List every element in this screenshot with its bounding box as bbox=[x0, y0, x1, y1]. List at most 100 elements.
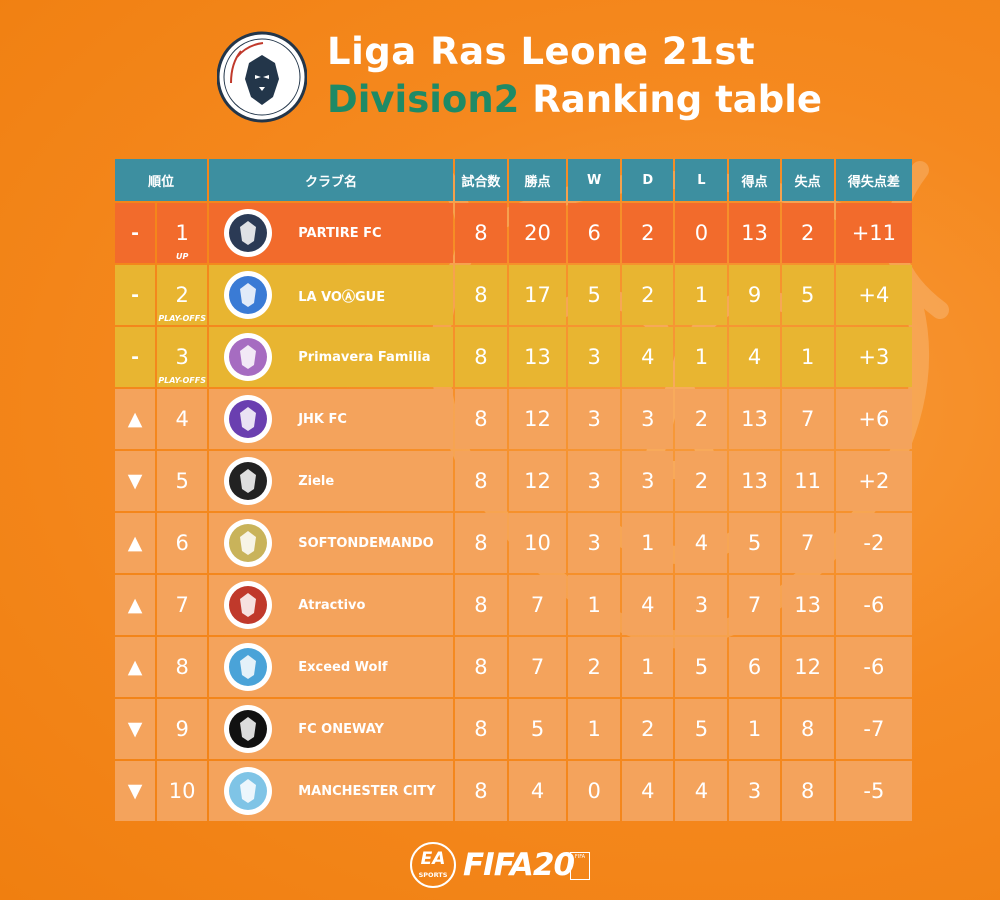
goals-against-cell: 7 bbox=[781, 389, 834, 449]
rank-status-tag: UP bbox=[175, 252, 189, 261]
trend-indicator: ▼ bbox=[115, 451, 156, 511]
header-rank: 順位 bbox=[115, 159, 208, 201]
wins-cell: 1 bbox=[568, 699, 621, 759]
losses-cell: 4 bbox=[675, 761, 728, 821]
points-cell: 4 bbox=[508, 761, 567, 821]
header-goals-against: 失点 bbox=[781, 159, 834, 201]
played-cell: 8 bbox=[454, 575, 507, 635]
trend-indicator: ▲ bbox=[115, 389, 156, 449]
rank-number: 1 bbox=[175, 221, 189, 245]
rank-number: 5 bbox=[175, 469, 189, 493]
goals-for-cell: 4 bbox=[729, 327, 780, 387]
wins-cell: 2 bbox=[568, 637, 621, 697]
goals-against-cell: 2 bbox=[781, 203, 834, 263]
goal-diff-cell: -6 bbox=[835, 575, 912, 635]
rank-cell: 10 bbox=[157, 761, 208, 821]
liga-ras-leone-logo bbox=[217, 31, 307, 123]
club-name: PARTIRE FC bbox=[298, 225, 382, 241]
rank-cell: 1 UP bbox=[157, 203, 208, 263]
losses-cell: 1 bbox=[675, 327, 728, 387]
points-cell: 12 bbox=[508, 389, 567, 449]
club-name: JHK FC bbox=[298, 411, 347, 427]
rank-cell: 2 PLAY-OFFS bbox=[157, 265, 208, 325]
rank-number: 9 bbox=[175, 717, 189, 741]
rank-cell: 5 bbox=[157, 451, 208, 511]
exceed-wolf-crest-icon bbox=[224, 643, 273, 691]
club-cell: FC ONEWAY bbox=[209, 699, 453, 759]
losses-cell: 4 bbox=[675, 513, 728, 573]
trend-indicator: ▲ bbox=[115, 637, 156, 697]
goals-for-cell: 3 bbox=[729, 761, 780, 821]
header: Liga Ras Leone 21st Division2 Ranking ta… bbox=[0, 0, 1000, 150]
rank-cell: 6 bbox=[157, 513, 208, 573]
rank-number: 8 bbox=[175, 655, 189, 679]
club-cell: PARTIRE FC bbox=[209, 203, 453, 263]
draws-cell: 4 bbox=[622, 575, 674, 635]
played-cell: 8 bbox=[454, 451, 507, 511]
rank-cell: 7 bbox=[157, 575, 208, 635]
club-cell: Exceed Wolf bbox=[209, 637, 453, 697]
trend-indicator: ▼ bbox=[115, 699, 156, 759]
draws-cell: 2 bbox=[622, 203, 674, 263]
table-row: ▲ 7 Atractivo 8 7 1 4 3 7 13 -6 bbox=[115, 575, 912, 635]
header-wins: W bbox=[568, 159, 621, 201]
fifa20-footer-logo: EA SPORTS FIFA20 FIFA bbox=[410, 842, 590, 890]
goals-for-cell: 9 bbox=[729, 265, 780, 325]
trend-indicator: - bbox=[115, 203, 156, 263]
points-cell: 10 bbox=[508, 513, 567, 573]
goal-diff-cell: -6 bbox=[835, 637, 912, 697]
rank-number: 6 bbox=[175, 531, 189, 555]
partire-fc-crest-icon bbox=[224, 209, 273, 257]
header-played: 試合数 bbox=[454, 159, 507, 201]
manchester-city-crest-icon bbox=[224, 767, 273, 815]
goal-diff-cell: -7 bbox=[835, 699, 912, 759]
club-cell: Primavera Familia bbox=[209, 327, 453, 387]
goals-against-cell: 12 bbox=[781, 637, 834, 697]
played-cell: 8 bbox=[454, 637, 507, 697]
club-name: LA VOⒶGUE bbox=[298, 289, 386, 305]
division-label: Division2 bbox=[327, 78, 520, 121]
wins-cell: 5 bbox=[568, 265, 621, 325]
points-cell: 17 bbox=[508, 265, 567, 325]
losses-cell: 1 bbox=[675, 265, 728, 325]
losses-cell: 5 bbox=[675, 699, 728, 759]
table-row: ▲ 8 Exceed Wolf 8 7 2 1 5 6 12 -6 bbox=[115, 637, 912, 697]
draws-cell: 4 bbox=[622, 327, 674, 387]
trend-indicator: ▲ bbox=[115, 575, 156, 635]
goals-against-cell: 5 bbox=[781, 265, 834, 325]
header-goals-for: 得点 bbox=[729, 159, 780, 201]
ziele-crest-icon bbox=[224, 457, 273, 505]
table-row: ▼ 5 Ziele 8 12 3 3 2 13 11 +2 bbox=[115, 451, 912, 511]
wins-cell: 0 bbox=[568, 761, 621, 821]
played-cell: 8 bbox=[454, 327, 507, 387]
goals-against-cell: 13 bbox=[781, 575, 834, 635]
goal-diff-cell: +6 bbox=[835, 389, 912, 449]
points-cell: 13 bbox=[508, 327, 567, 387]
played-cell: 8 bbox=[454, 389, 507, 449]
losses-cell: 2 bbox=[675, 389, 728, 449]
trend-indicator: - bbox=[115, 327, 156, 387]
table-row: ▲ 4 JHK FC 8 12 3 3 2 13 7 +6 bbox=[115, 389, 912, 449]
goal-diff-cell: +3 bbox=[835, 327, 912, 387]
played-cell: 8 bbox=[454, 761, 507, 821]
played-cell: 8 bbox=[454, 699, 507, 759]
club-name: FC ONEWAY bbox=[298, 721, 384, 737]
header-draws: D bbox=[622, 159, 674, 201]
table-row: -1 UP PARTIRE FC 8 20 6 2 0 13 2 +11 bbox=[115, 203, 912, 263]
goal-diff-cell: +2 bbox=[835, 451, 912, 511]
atractivo-crest-icon bbox=[224, 581, 273, 629]
rank-cell: 4 bbox=[157, 389, 208, 449]
primavera-familia-crest-icon bbox=[224, 333, 273, 381]
goals-against-cell: 7 bbox=[781, 513, 834, 573]
wins-cell: 3 bbox=[568, 451, 621, 511]
trend-indicator: ▲ bbox=[115, 513, 156, 573]
played-cell: 8 bbox=[454, 203, 507, 263]
draws-cell: 3 bbox=[622, 451, 674, 511]
goal-diff-cell: -2 bbox=[835, 513, 912, 573]
goals-against-cell: 8 bbox=[781, 761, 834, 821]
club-name: Atractivo bbox=[298, 597, 366, 613]
points-cell: 7 bbox=[508, 575, 567, 635]
played-cell: 8 bbox=[454, 513, 507, 573]
ea-sports-icon: EA SPORTS bbox=[410, 842, 456, 888]
fc-oneway-crest-icon bbox=[224, 705, 273, 753]
